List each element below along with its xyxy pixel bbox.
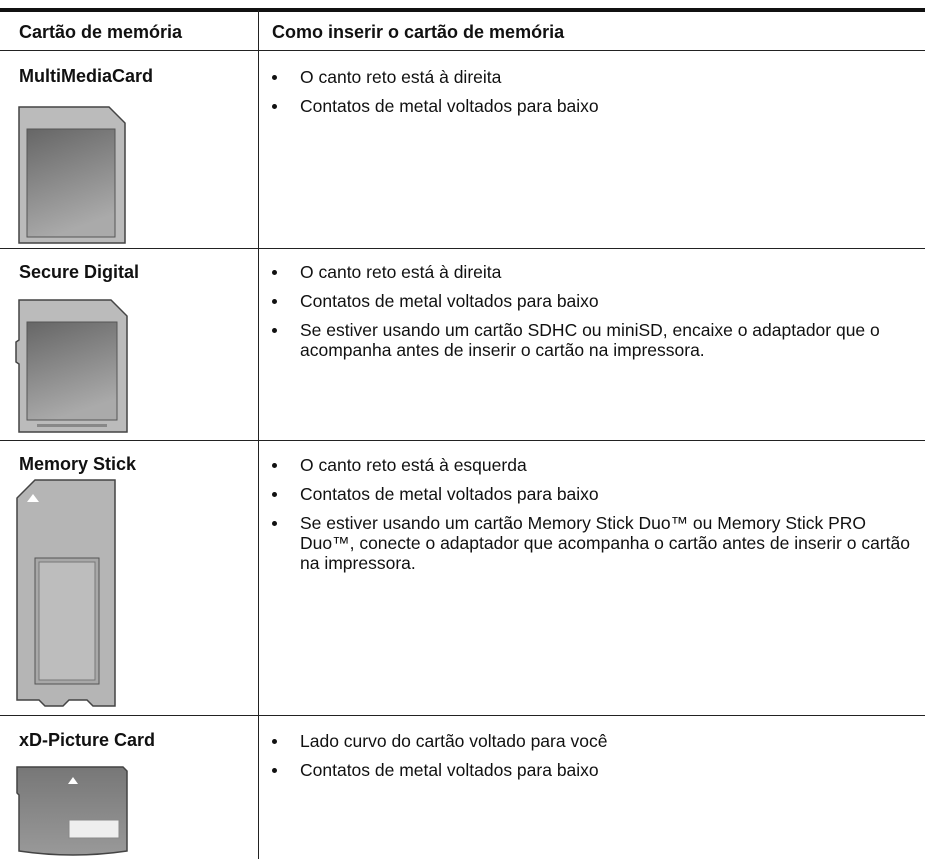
- card-name: Secure Digital: [19, 262, 140, 282]
- instruction: Contatos de metal voltados para baixo: [272, 291, 922, 311]
- instruction-list: Lado curvo do cartão voltado para você C…: [272, 731, 922, 789]
- header-cell: Como inserir o cartão de memória: [272, 22, 565, 42]
- card-name: xD-Picture Card: [19, 730, 156, 750]
- sd-image: [15, 299, 128, 433]
- row-divider: [0, 50, 925, 51]
- row-divider: [0, 440, 925, 441]
- mmc-image: [18, 106, 126, 244]
- instruction: Contatos de metal voltados para baixo: [272, 760, 922, 780]
- row-divider: [0, 248, 925, 249]
- instruction-list: O canto reto está à esquerda Contatos de…: [272, 455, 922, 582]
- instruction: Lado curvo do cartão voltado para você: [272, 731, 922, 751]
- column-divider: [258, 10, 259, 859]
- xd-image: [16, 766, 128, 856]
- instruction: Se estiver usando um cartão SDHC ou mini…: [272, 320, 922, 360]
- instruction: Contatos de metal voltados para baixo: [272, 96, 922, 116]
- header-cell: Cartão de memória: [19, 22, 183, 42]
- top-rule: [0, 8, 925, 12]
- instruction-list: O canto reto está à direita Contatos de …: [272, 262, 922, 369]
- memory-stick-image: [16, 479, 116, 707]
- instruction: O canto reto está à direita: [272, 67, 922, 87]
- instruction-list: O canto reto está à direita Contatos de …: [272, 67, 922, 125]
- instruction: O canto reto está à direita: [272, 262, 922, 282]
- instruction: O canto reto está à esquerda: [272, 455, 922, 475]
- instruction: Se estiver usando um cartão Memory Stick…: [272, 513, 922, 573]
- card-name: MultiMediaCard: [19, 66, 154, 86]
- card-name: Memory Stick: [19, 454, 137, 474]
- row-divider: [0, 715, 925, 716]
- instruction: Contatos de metal voltados para baixo: [272, 484, 922, 504]
